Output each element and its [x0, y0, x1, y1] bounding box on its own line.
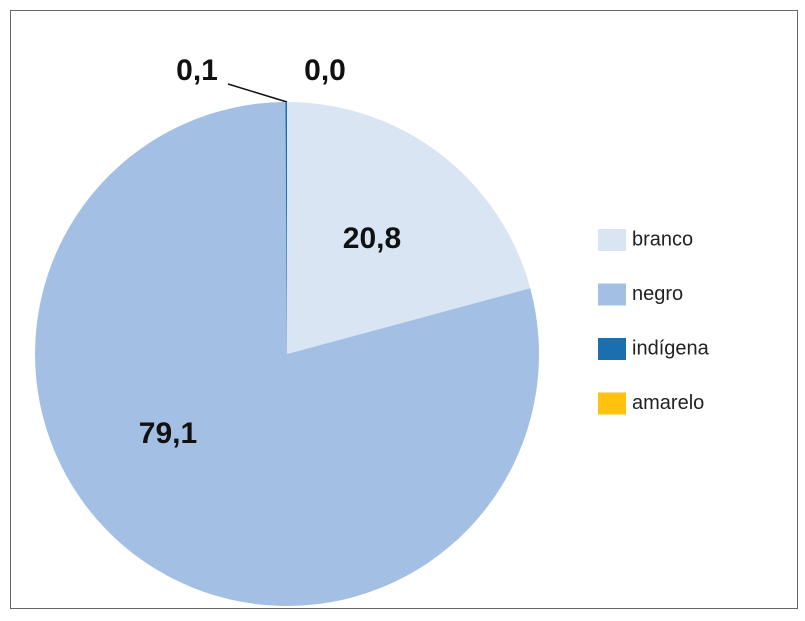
pie-slice [287, 102, 531, 354]
value-label: 20,8 [343, 222, 401, 255]
pie-slice [285, 102, 287, 354]
value-label: 0,1 [176, 54, 218, 87]
value-label: 0,0 [304, 54, 346, 87]
leader-line [227, 83, 288, 103]
legend-label: amarelo [632, 392, 704, 414]
legend-swatch [598, 229, 626, 251]
legend-label: negro [632, 283, 683, 305]
pie-slice [35, 102, 540, 606]
legend-swatch [598, 283, 626, 306]
legend-label: indígena [632, 337, 710, 359]
legend-swatch [598, 338, 626, 360]
legend-swatch [598, 392, 626, 415]
legend-label: branco [632, 228, 693, 250]
value-label: 79,1 [139, 417, 197, 450]
